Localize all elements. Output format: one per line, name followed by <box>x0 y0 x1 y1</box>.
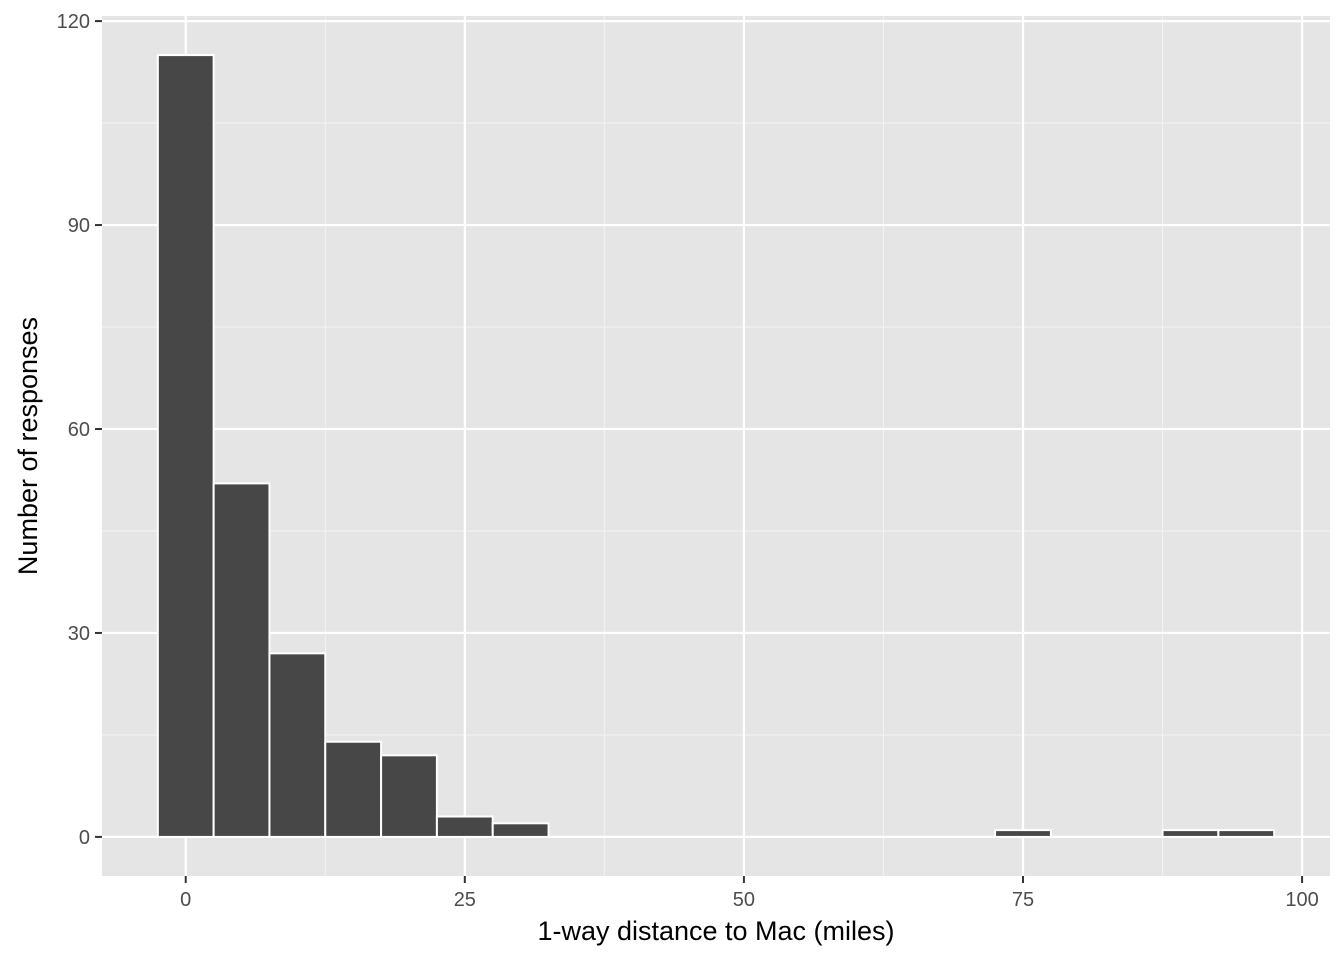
x-tick-label: 75 <box>1012 889 1034 911</box>
x-tick-label: 25 <box>454 889 476 911</box>
x-tick-label: 0 <box>180 889 191 911</box>
histogram-bar <box>380 754 438 838</box>
histogram-bar <box>1217 829 1276 838</box>
y-tick-label: 120 <box>57 11 90 33</box>
histogram-bar <box>1161 829 1220 838</box>
y-axis-title: Number of responses <box>13 317 43 575</box>
x-axis-title: 1-way distance to Mac (miles) <box>537 916 894 946</box>
histogram-bar <box>994 829 1052 838</box>
y-tick-label: 90 <box>68 215 90 237</box>
histogram-bar <box>212 482 271 838</box>
y-tick-label: 30 <box>68 623 90 645</box>
histogram-bar <box>435 815 494 838</box>
histogram-bar <box>324 740 383 838</box>
histogram-bar <box>156 54 215 838</box>
histogram-bar <box>268 652 327 838</box>
x-tick-label: 50 <box>733 889 755 911</box>
x-tick-label: 100 <box>1285 889 1318 911</box>
histogram-bar <box>491 822 550 838</box>
y-tick-label: 60 <box>68 419 90 441</box>
y-tick-label: 0 <box>79 827 90 849</box>
